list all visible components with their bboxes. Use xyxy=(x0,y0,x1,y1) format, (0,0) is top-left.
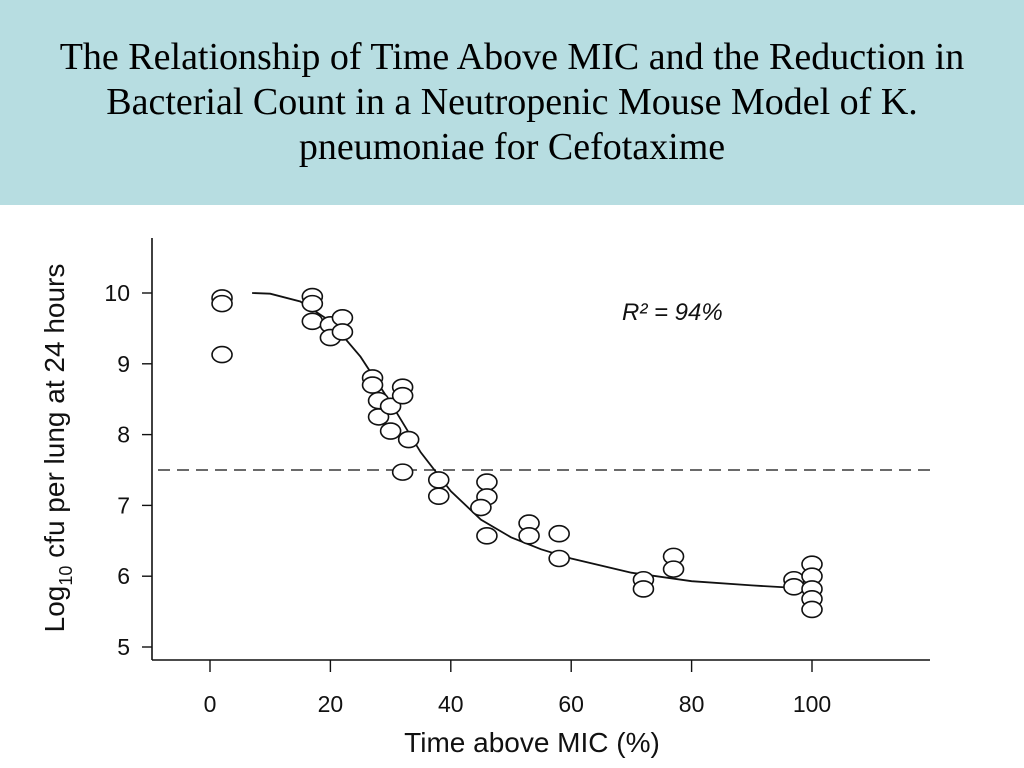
data-point xyxy=(391,386,414,405)
data-point xyxy=(548,524,570,543)
data-point xyxy=(518,527,540,545)
y-axis-title-main: Log xyxy=(39,586,70,633)
data-point xyxy=(397,430,420,449)
y-axis-title-rest: cfu per lung at 24 hours xyxy=(39,264,70,566)
y-tick-label: 8 xyxy=(117,422,130,448)
y-tick-label: 10 xyxy=(104,280,130,306)
data-point xyxy=(476,527,498,545)
x-tick-label: 0 xyxy=(204,691,217,717)
slide-title: The Relationship of Time Above MIC and t… xyxy=(59,36,965,168)
r-squared-annotation: R² = 94% xyxy=(622,299,723,326)
title-banner: The Relationship of Time Above MIC and t… xyxy=(0,0,1024,205)
data-point xyxy=(301,294,324,313)
data-point xyxy=(211,345,233,364)
data-point xyxy=(470,498,492,517)
y-tick-label: 7 xyxy=(117,492,130,518)
x-tick-label: 60 xyxy=(558,691,584,717)
data-point xyxy=(783,578,805,596)
data-point xyxy=(427,471,450,489)
data-point xyxy=(361,376,384,394)
data-points xyxy=(211,287,823,619)
data-point xyxy=(391,463,414,481)
data-point xyxy=(662,560,685,578)
data-point xyxy=(427,487,450,505)
y-axis-title-subscript: 10 xyxy=(56,566,76,586)
x-tick-label: 40 xyxy=(438,691,464,717)
y-tick-label: 9 xyxy=(117,351,130,377)
data-point xyxy=(211,294,233,313)
chart-labels: R² = 94% Time above MIC (%) Log10 cfu pe… xyxy=(39,264,723,758)
x-tick-label: 80 xyxy=(679,691,705,717)
data-point xyxy=(301,312,324,331)
x-tick-label: 100 xyxy=(793,691,831,717)
y-tick-label: 6 xyxy=(117,563,130,589)
data-point xyxy=(548,549,570,568)
y-tick-label: 5 xyxy=(117,634,130,660)
chart-axes: 0 20 40 60 80 100 5 6 7 8 9 10 xyxy=(104,238,930,717)
data-point xyxy=(476,473,498,491)
data-point xyxy=(801,600,823,619)
data-point xyxy=(632,580,655,598)
data-point xyxy=(331,323,354,341)
x-tick-label: 20 xyxy=(318,691,344,717)
x-axis-title: Time above MIC (%) xyxy=(404,727,660,758)
scatter-chart: 0 20 40 60 80 100 5 6 7 8 9 10 R² = 94% Time above … xyxy=(39,238,932,758)
data-point xyxy=(379,422,402,440)
y-axis-title: Log10 cfu per lung at 24 hours xyxy=(39,264,76,633)
